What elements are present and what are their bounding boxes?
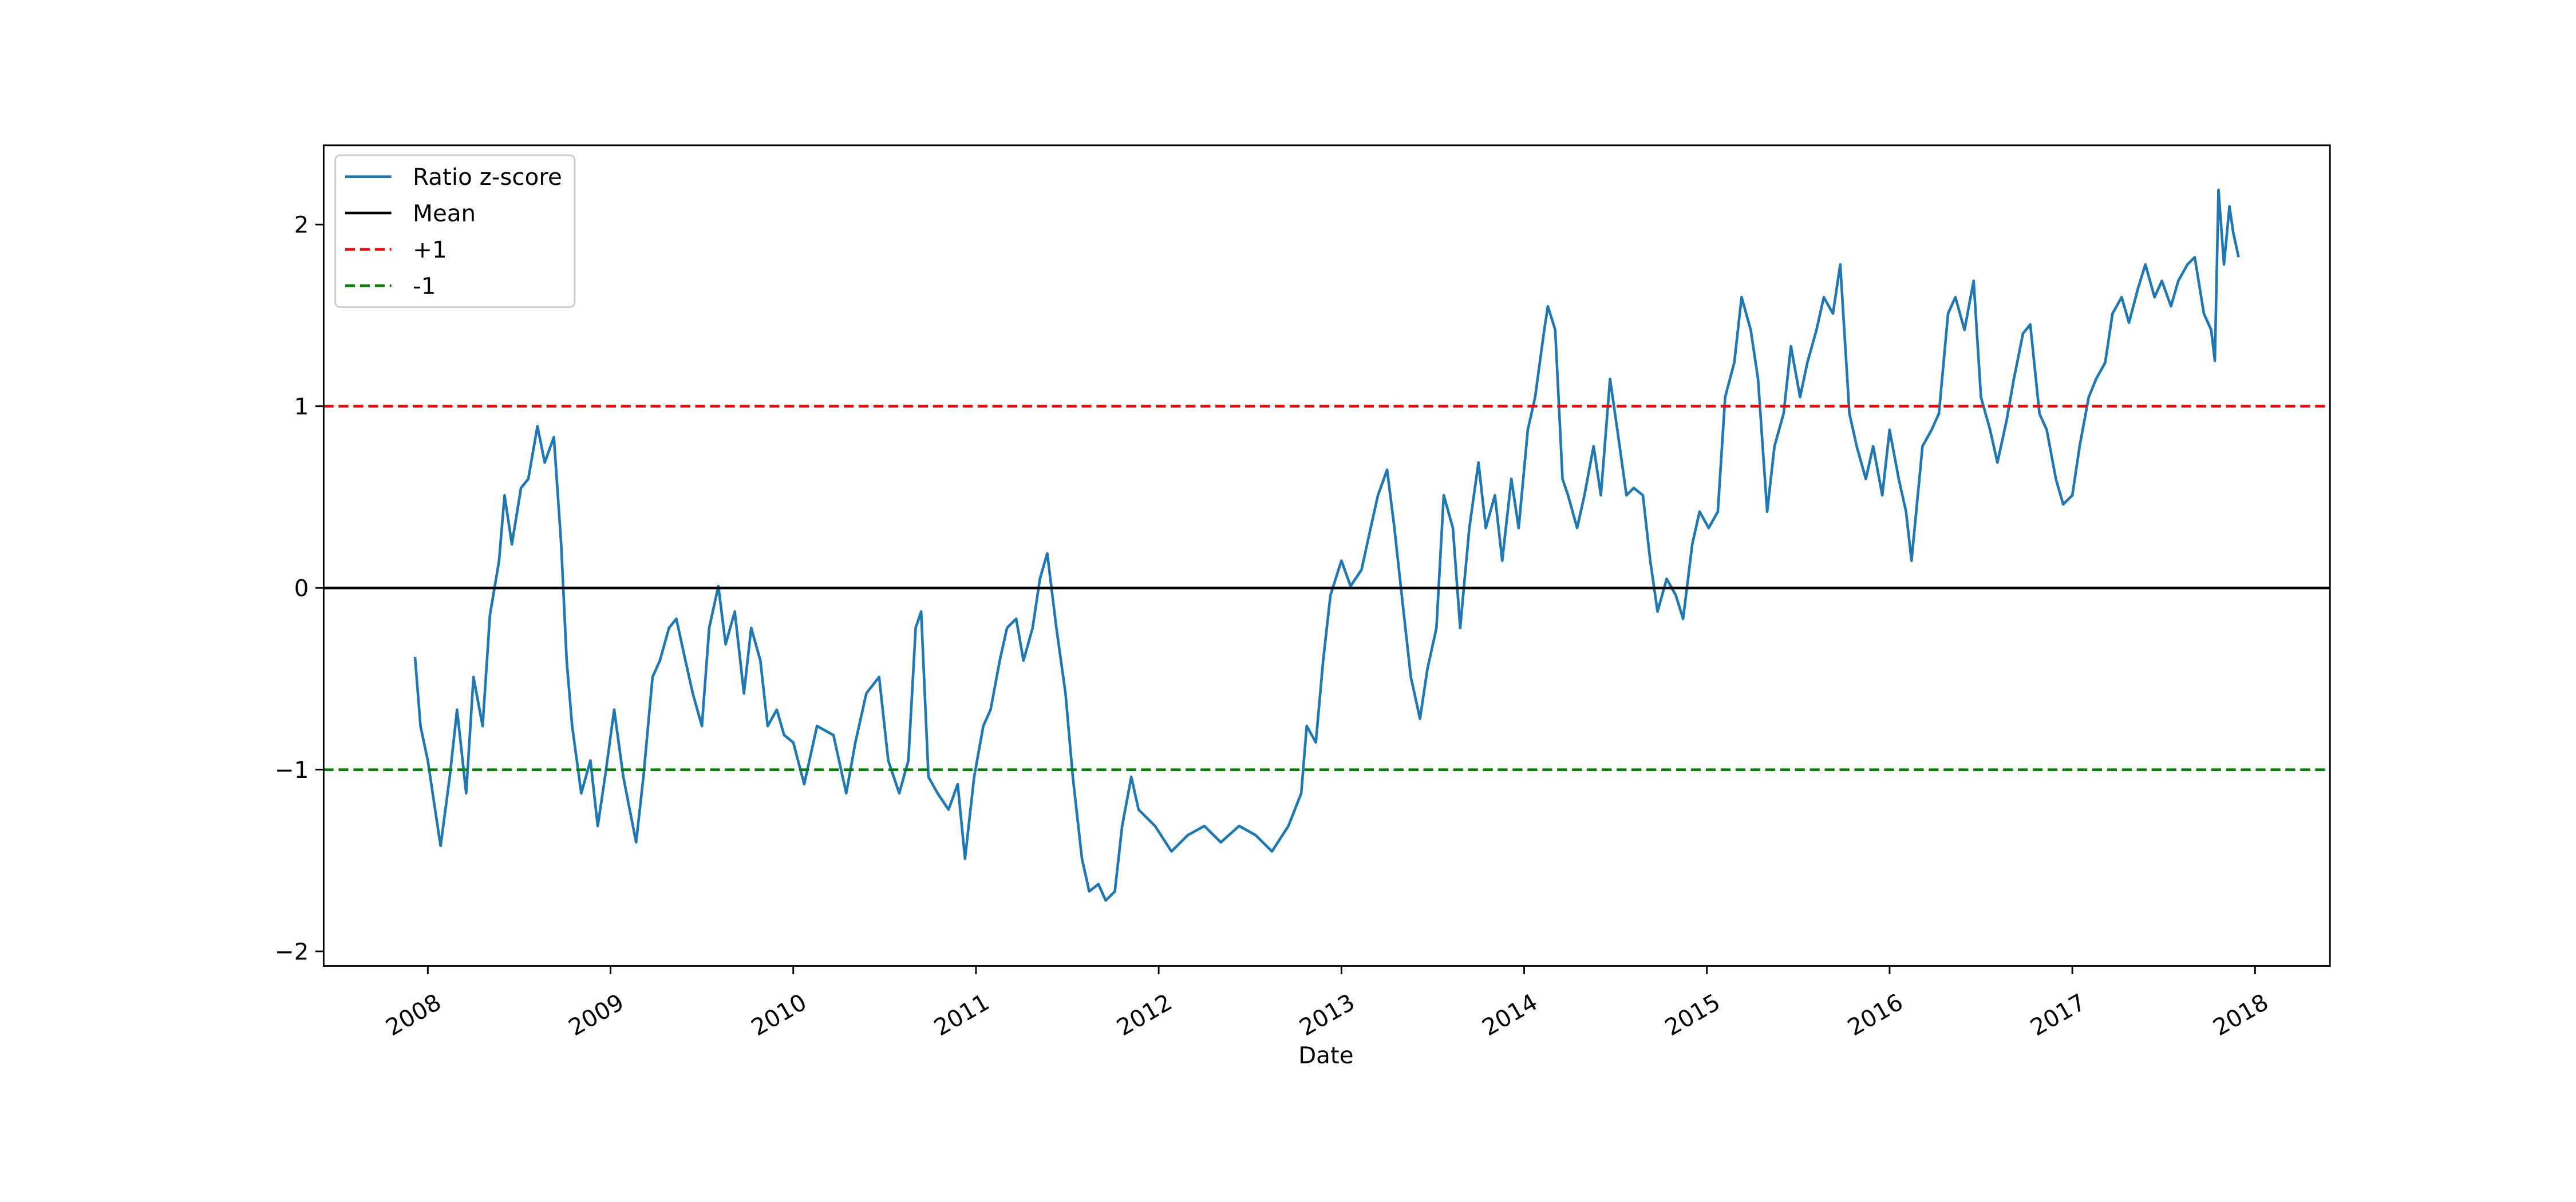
legend-label: -1	[413, 272, 436, 299]
y-tick-label: 0	[294, 575, 309, 602]
plot-frame	[322, 144, 2331, 967]
x-axis-label: Date	[1298, 1042, 1354, 1069]
y-tick-label: 2	[294, 212, 309, 239]
y-tick-label: 1	[294, 393, 309, 420]
y-tick-label: −2	[275, 939, 309, 966]
legend-label: Ratio z-score	[413, 164, 562, 191]
data-line	[413, 188, 2240, 902]
legend-box	[334, 154, 576, 308]
legend-label: Mean	[413, 200, 476, 227]
y-tick-label: −1	[275, 757, 309, 784]
legend-label: +1	[413, 236, 447, 263]
